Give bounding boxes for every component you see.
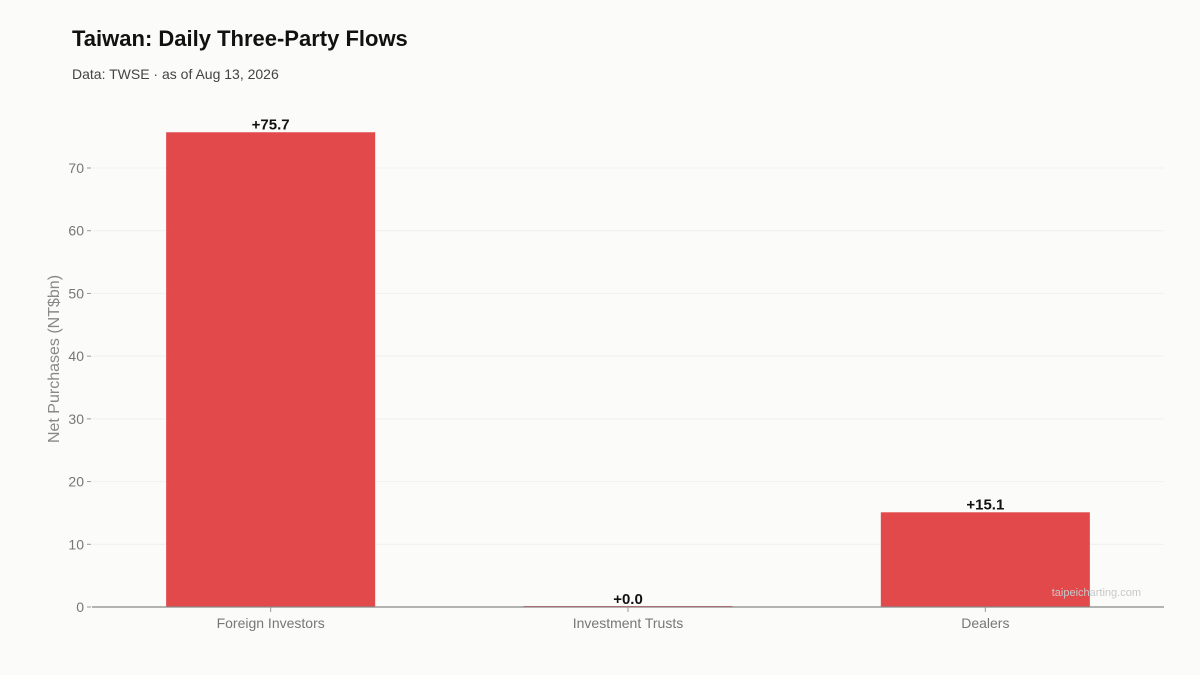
- bars: [166, 132, 1090, 607]
- y-tick-label: 20: [68, 474, 84, 490]
- y-tick-label: 30: [68, 411, 84, 427]
- y-tick-label: 60: [68, 223, 84, 239]
- x-tick-label: Dealers: [961, 615, 1009, 631]
- data-label: +75.7: [252, 116, 290, 133]
- watermark: taipeicharting.com: [1052, 587, 1141, 599]
- x-tick-label: Foreign Investors: [217, 615, 325, 631]
- y-tick-label: 10: [68, 536, 84, 552]
- bar-dealers: [880, 512, 1090, 607]
- y-tick-label: 0: [76, 599, 84, 615]
- y-tick-label: 70: [68, 160, 84, 176]
- y-tick-label: 50: [68, 285, 84, 301]
- data-label: +0.0: [613, 591, 643, 608]
- y-axis-title: Net Purchases (NT$bn): [46, 275, 63, 443]
- bar-foreign-investors: [166, 132, 376, 607]
- axes: [87, 167, 1164, 612]
- x-tick-label: Investment Trusts: [573, 615, 683, 631]
- chart-subtitle: Data: TWSE · as of Aug 13, 2026: [72, 66, 279, 82]
- data-label: +15.1: [966, 496, 1004, 513]
- labels: 0 10 20 30 40 50 60 70 +75.7 Foreign Investors +0.…: [68, 116, 1009, 631]
- chart-title: Taiwan: Daily Three-Party Flows: [72, 26, 408, 51]
- y-tick-label: 40: [68, 348, 84, 364]
